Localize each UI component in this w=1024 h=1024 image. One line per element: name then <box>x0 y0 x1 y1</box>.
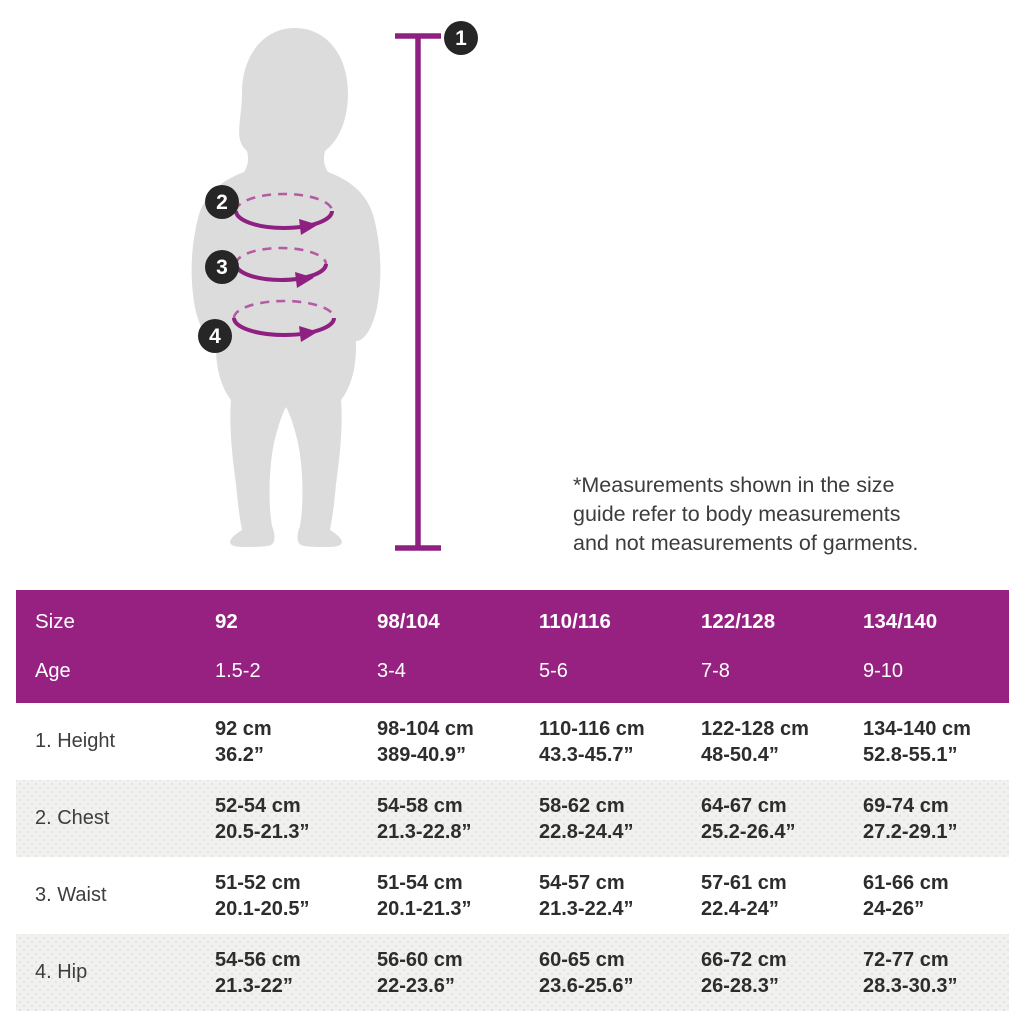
cell-cm: 52-54 cm <box>215 794 301 817</box>
cell-inch: 20.1-20.5” <box>215 897 310 920</box>
cell-cm: 72-77 cm <box>863 948 949 971</box>
cell-inch: 22.8-24.4” <box>539 820 634 843</box>
cell-cm: 110-116 cm <box>539 717 645 740</box>
cell-inch: 52.8-55.1” <box>863 743 958 766</box>
age-value: 3-4 <box>377 659 406 682</box>
cell-inch: 21.3-22.4” <box>539 897 634 920</box>
cell-inch: 28.3-30.3” <box>863 974 958 997</box>
cell-cm: 57-61 cm <box>701 871 787 894</box>
row-label-chest: 2. Chest <box>35 807 110 829</box>
size-column-122-128: 122/128 <box>701 609 776 633</box>
size-column-92: 92 <box>215 609 238 633</box>
cell-inch: 24-26” <box>863 897 925 920</box>
height-cell: 122-128 cm 48-50.4” <box>685 716 847 768</box>
cell-cm: 54-57 cm <box>539 871 625 894</box>
size-column-134-140: 134/140 <box>863 609 938 633</box>
age-value: 5-6 <box>539 659 568 682</box>
cell-cm: 61-66 cm <box>863 871 949 894</box>
waist-cell: 51-54 cm 20.1-21.3” <box>361 870 523 922</box>
cell-inch: 26-28.3” <box>701 974 779 997</box>
size-guide-figure: 1 2 3 4 *Measurements shown in the size … <box>191 21 919 555</box>
cell-inch: 21.3-22.8” <box>377 820 472 843</box>
cell-inch: 22-23.6” <box>377 974 455 997</box>
waist-marker-badge: 3 <box>205 250 239 284</box>
height-cell: 92 cm 36.2” <box>199 716 361 768</box>
size-guide-table: Size 92 98/104 110/116 122/128 134/140 A… <box>16 590 1009 1011</box>
chest-cell: 58-62 cm 22.8-24.4” <box>523 793 685 845</box>
height-cell: 134-140 cm 52.8-55.1” <box>847 716 1009 768</box>
cell-inch: 22.4-24” <box>701 897 779 920</box>
waist-measure-ellipse <box>234 246 328 288</box>
cell-cm: 122-128 cm <box>701 717 809 740</box>
header-size-row: Size 92 98/104 110/116 122/128 134/140 <box>16 606 1009 637</box>
table-header: Size 92 98/104 110/116 122/128 134/140 A… <box>16 590 1009 703</box>
cell-inch: 20.5-21.3” <box>215 820 310 843</box>
measurement-diagram <box>191 28 441 551</box>
table-row-hip: 4. Hip 54-56 cm 21.3-22” 56-60 cm 22-23.… <box>16 934 1009 1011</box>
hip-cell: 72-77 cm 28.3-30.3” <box>847 947 1009 999</box>
cell-cm: 54-56 cm <box>215 948 301 971</box>
waist-cell: 54-57 cm 21.3-22.4” <box>523 870 685 922</box>
chest-measure-ellipse <box>234 192 334 235</box>
cell-inch: 36.2” <box>215 743 264 766</box>
size-column-110-116: 110/116 <box>539 609 611 633</box>
table-row-chest: 2. Chest 52-54 cm 20.5-21.3” 54-58 cm 21… <box>16 780 1009 857</box>
waist-cell: 61-66 cm 24-26” <box>847 870 1009 922</box>
cell-cm: 51-54 cm <box>377 871 463 894</box>
row-label-hip: 4. Hip <box>35 961 88 983</box>
row-label-waist: 3. Waist <box>35 884 107 906</box>
cell-inch: 21.3-22” <box>215 974 293 997</box>
cell-cm: 64-67 cm <box>701 794 787 817</box>
measurement-note: *Measurements shown in the size guide re… <box>573 473 919 555</box>
waist-cell: 51-52 cm 20.1-20.5” <box>199 870 361 922</box>
cell-inch: 23.6-25.6” <box>539 974 634 997</box>
cell-cm: 69-74 cm <box>863 794 949 817</box>
size-column-98-104: 98/104 <box>377 609 440 633</box>
size-row-label: Size <box>35 609 75 633</box>
chest-arrowhead-icon <box>299 219 318 235</box>
cell-cm: 98-104 cm <box>377 717 474 740</box>
cell-inch: 48-50.4” <box>701 743 779 766</box>
chest-cell: 64-67 cm 25.2-26.4” <box>685 793 847 845</box>
hip-cell: 66-72 cm 26-28.3” <box>685 947 847 999</box>
cell-cm: 54-58 cm <box>377 794 463 817</box>
age-value: 1.5-2 <box>215 659 261 682</box>
height-marker-badge: 1 <box>444 21 478 55</box>
table-row-height: 1. Height 92 cm 36.2” 98-104 cm 389-40.9… <box>16 703 1009 780</box>
cell-inch: 27.2-29.1” <box>863 820 958 843</box>
row-label-height: 1. Height <box>35 730 116 752</box>
age-value: 9-10 <box>863 659 904 682</box>
cell-inch: 25.2-26.4” <box>701 820 796 843</box>
cell-inch: 20.1-21.3” <box>377 897 472 920</box>
header-age-row: Age 1.5-2 3-4 5-6 7-8 9-10 <box>16 658 1009 684</box>
chest-marker-badge: 2 <box>205 185 239 219</box>
cell-cm: 58-62 cm <box>539 794 625 817</box>
hip-arrowhead-icon <box>299 326 318 342</box>
height-cell: 110-116 cm 43.3-45.7” <box>523 716 685 768</box>
chest-cell: 69-74 cm 27.2-29.1” <box>847 793 1009 845</box>
chest-cell: 54-58 cm 21.3-22.8” <box>361 793 523 845</box>
age-value: 7-8 <box>701 659 730 682</box>
cell-inch: 43.3-45.7” <box>539 743 634 766</box>
hip-marker-badge: 4 <box>198 319 232 353</box>
hip-cell: 54-56 cm 21.3-22” <box>199 947 361 999</box>
child-silhouette <box>191 28 381 547</box>
cell-cm: 134-140 cm <box>863 717 971 740</box>
chest-cell: 52-54 cm 20.5-21.3” <box>199 793 361 845</box>
height-cell: 98-104 cm 389-40.9” <box>361 716 523 768</box>
table-row-waist: 3. Waist 51-52 cm 20.1-20.5” 51-54 cm 20… <box>16 857 1009 934</box>
hip-cell: 60-65 cm 23.6-25.6” <box>523 947 685 999</box>
cell-cm: 51-52 cm <box>215 871 301 894</box>
cell-inch: 389-40.9” <box>377 743 466 766</box>
height-measure-line <box>395 33 441 551</box>
cell-cm: 56-60 cm <box>377 948 463 971</box>
cell-cm: 60-65 cm <box>539 948 625 971</box>
hip-measure-ellipse <box>232 299 336 342</box>
hip-cell: 56-60 cm 22-23.6” <box>361 947 523 999</box>
waist-cell: 57-61 cm 22.4-24” <box>685 870 847 922</box>
cell-cm: 92 cm <box>215 717 272 740</box>
waist-arrowhead-icon <box>295 272 314 288</box>
age-row-label: Age <box>35 659 71 682</box>
cell-cm: 66-72 cm <box>701 948 787 971</box>
